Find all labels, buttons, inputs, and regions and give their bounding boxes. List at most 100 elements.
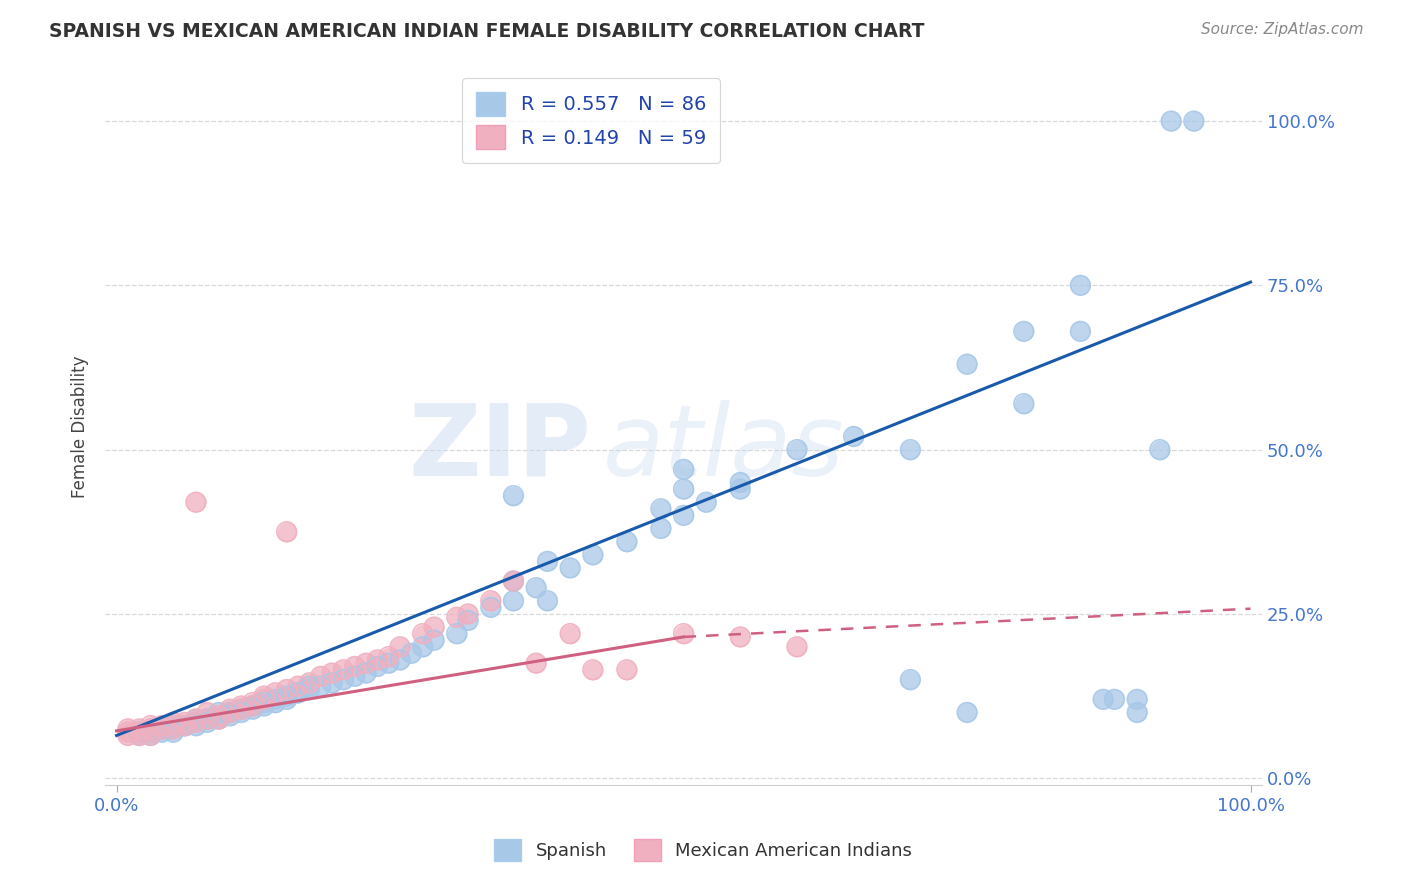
Point <box>184 712 207 726</box>
Point <box>253 696 276 710</box>
Point <box>162 722 184 736</box>
Point <box>128 722 150 736</box>
Point <box>956 706 979 720</box>
Point <box>457 614 479 628</box>
Text: ZIP: ZIP <box>408 400 591 497</box>
Point <box>173 718 195 732</box>
Point <box>479 600 502 615</box>
Point <box>219 706 242 720</box>
Point <box>479 600 502 615</box>
Point <box>343 669 366 683</box>
Point <box>1012 397 1035 411</box>
Point <box>616 534 638 549</box>
Point <box>264 692 287 706</box>
Point <box>162 722 184 736</box>
Point <box>524 656 547 670</box>
Point <box>150 722 173 736</box>
Point <box>219 706 242 720</box>
Point <box>332 673 354 687</box>
Point <box>842 429 865 443</box>
Point <box>139 729 162 743</box>
Point <box>162 718 184 732</box>
Point <box>1126 692 1149 706</box>
Point <box>231 702 253 716</box>
Point <box>207 706 229 720</box>
Point <box>956 706 979 720</box>
Point <box>298 682 321 697</box>
Point <box>128 725 150 739</box>
Point <box>264 696 287 710</box>
Point <box>195 715 218 730</box>
Point <box>616 663 638 677</box>
Point <box>502 574 524 588</box>
Point <box>173 718 195 732</box>
Point <box>786 442 808 457</box>
Point <box>1182 114 1205 128</box>
Point <box>128 725 150 739</box>
Point <box>401 646 423 660</box>
Point <box>377 649 399 664</box>
Point <box>276 689 298 703</box>
Point <box>207 712 229 726</box>
Point <box>242 696 264 710</box>
Point <box>231 702 253 716</box>
Point <box>502 594 524 608</box>
Point <box>412 626 434 640</box>
Point <box>117 722 139 736</box>
Point <box>276 682 298 697</box>
Point <box>117 729 139 743</box>
Point <box>898 673 921 687</box>
Point <box>173 718 195 732</box>
Point <box>298 679 321 693</box>
Point <box>309 669 332 683</box>
Point <box>582 663 605 677</box>
Text: atlas: atlas <box>603 400 844 497</box>
Point <box>150 722 173 736</box>
Point <box>1160 114 1182 128</box>
Point <box>139 718 162 732</box>
Point <box>389 653 412 667</box>
Point <box>366 659 388 673</box>
Point <box>728 630 751 644</box>
Point <box>231 702 253 716</box>
Point <box>479 594 502 608</box>
Point <box>207 706 229 720</box>
Point <box>184 495 207 509</box>
Point <box>162 722 184 736</box>
Point <box>219 706 242 720</box>
Point <box>672 482 695 496</box>
Point <box>560 626 582 640</box>
Text: Source: ZipAtlas.com: Source: ZipAtlas.com <box>1201 22 1364 37</box>
Point <box>423 620 446 634</box>
Point <box>298 676 321 690</box>
Point <box>195 712 218 726</box>
Point <box>117 722 139 736</box>
Point <box>423 633 446 648</box>
Point <box>457 614 479 628</box>
Point <box>1104 692 1126 706</box>
Point <box>1069 278 1091 293</box>
Point <box>842 429 865 443</box>
Point <box>502 574 524 588</box>
Point <box>412 626 434 640</box>
Point <box>207 712 229 726</box>
Point <box>242 698 264 713</box>
Point <box>128 725 150 739</box>
Point <box>457 607 479 621</box>
Point <box>162 718 184 732</box>
Point <box>1069 324 1091 338</box>
Point <box>264 692 287 706</box>
Point <box>536 594 558 608</box>
Point <box>128 722 150 736</box>
Point <box>139 725 162 739</box>
Point <box>173 715 195 730</box>
Point <box>117 725 139 739</box>
Point <box>389 640 412 654</box>
Point <box>231 698 253 713</box>
Point <box>162 725 184 739</box>
Point <box>276 682 298 697</box>
Point <box>560 561 582 575</box>
Point <box>298 676 321 690</box>
Point <box>309 679 332 693</box>
Point <box>728 482 751 496</box>
